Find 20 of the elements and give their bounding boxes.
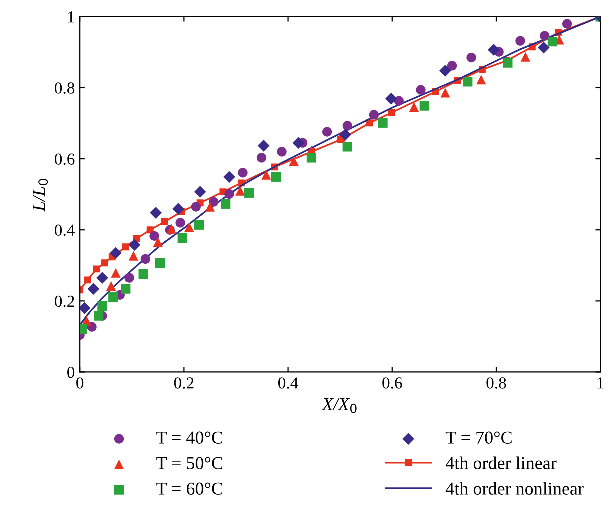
x-tick-label: 0.2 [174,378,194,389]
x-axis-title: X/X$_{0}$ [322,398,357,414]
y-tick-label: 1 [68,12,74,23]
y-axis-title: L/L$_{0}$ [33,179,48,212]
x-tick-label: 0 [76,378,84,389]
y-tick-label: 0.6 [55,154,75,166]
y-tick-label: 0.8 [55,82,75,94]
x-tick-label: 0.6 [382,378,402,389]
x-tick-label: 0.8 [486,378,506,389]
y-tick-label: 0.2 [55,296,74,308]
y-tick-label: 0 [68,366,75,378]
legend-label: T = 70°C [446,432,512,444]
legend-label: T = 60°C [156,482,223,495]
x-tick-label: 1 [598,378,604,389]
x-tick-label: 0.4 [278,378,298,389]
legend-label: T = 50°C [156,457,223,470]
legend-label: 4th order linear [446,456,557,470]
legend-label: T = 40°C [156,432,223,444]
y-tick-label: 0.4 [55,224,75,236]
legend-label: 4th order nonlinear [446,482,584,495]
